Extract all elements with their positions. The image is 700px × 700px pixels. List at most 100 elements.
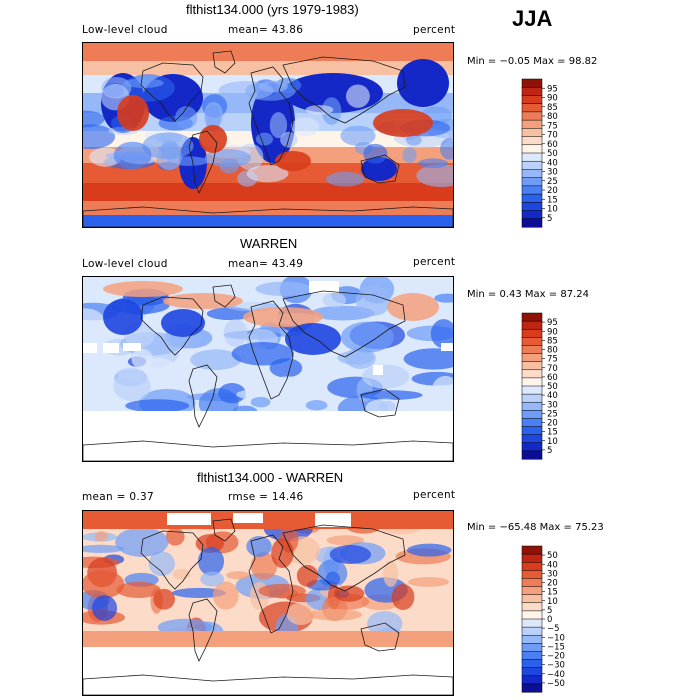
colorbar-tick-label: 85 <box>547 336 558 346</box>
colorbar-swatch <box>521 393 543 403</box>
colorbar-swatch <box>521 160 543 170</box>
colorbar-swatch <box>521 610 543 620</box>
colorbar-swatch <box>521 667 543 677</box>
colorbar-tick-label: 40 <box>547 560 558 570</box>
panel-3-units: percent <box>413 489 456 501</box>
colorbar-tick-label: 40 <box>547 391 558 401</box>
colorbar-tick-label: 50 <box>547 149 558 159</box>
panel-3-title: flthist134.000 - WARREN <box>197 470 344 485</box>
panel-2-variable: Low-level cloud <box>82 258 168 270</box>
colorbar-swatch <box>521 144 543 154</box>
colorbar-swatch <box>521 86 543 96</box>
colorbar-tick-label: 0 <box>547 615 552 625</box>
colorbar-swatch <box>521 594 543 604</box>
colorbar-tick-label: −15 <box>547 642 565 652</box>
colorbar-swatch <box>521 410 543 419</box>
colorbar-tick-label: 20 <box>547 419 558 429</box>
colorbar-swatch <box>521 353 543 363</box>
colorbar-tick-label: 70 <box>547 364 558 374</box>
panel-3-stats: Min = −65.48 Max = 75.23 <box>467 522 604 533</box>
colorbar-tick-label: −20 <box>547 652 565 662</box>
colorbar-tick-label: 25 <box>547 409 558 419</box>
colorbar-swatch <box>521 328 543 338</box>
panel-2-colorbar: 95 90 85 80 75 70 60 50 40 30 25 20 15 10 5 <box>520 312 580 460</box>
colorbar-tick-label: 5 <box>547 446 552 456</box>
colorbar-tick-label: −10 <box>547 633 565 643</box>
colorbar-swatch <box>521 320 543 330</box>
panel-1-title: flthist134.000 (yrs 1979-1983) <box>186 2 359 17</box>
colorbar-swatch <box>521 602 543 612</box>
colorbar-swatch <box>521 169 543 179</box>
colorbar-tick-label: 90 <box>547 327 558 337</box>
colorbar-swatch <box>521 442 543 452</box>
colorbar-swatch <box>521 136 543 146</box>
colorbar-swatch <box>521 401 543 411</box>
colorbar-tick-label: 90 <box>547 94 558 104</box>
panel-1-colorbar: 95 90 85 80 75 70 60 50 40 30 25 20 15 10 5 <box>520 78 580 228</box>
colorbar-tick-label: 95 <box>547 84 558 94</box>
colorbar-swatch <box>521 659 543 669</box>
panel-2-stats: Min = 0.43 Max = 87.24 <box>467 289 589 300</box>
colorbar-tick-label: −5 <box>547 624 560 634</box>
colorbar-tick-label: 10 <box>547 597 558 607</box>
colorbar-swatch <box>521 152 543 162</box>
colorbar-swatch <box>521 361 543 371</box>
colorbar-swatch <box>521 177 543 187</box>
colorbar-swatch <box>521 103 543 113</box>
colorbar-tick-label: 60 <box>547 140 558 150</box>
colorbar-tick-label: 70 <box>547 131 558 141</box>
colorbar-tick-label: 50 <box>547 551 558 561</box>
colorbar-tick-label: 25 <box>547 177 558 187</box>
colorbar-swatch <box>521 385 543 395</box>
colorbar-swatch <box>521 626 543 636</box>
colorbar-swatch <box>521 202 543 212</box>
colorbar-swatch <box>521 78 543 88</box>
colorbar-swatch <box>521 312 543 322</box>
colorbar-swatch <box>521 561 543 571</box>
colorbar-swatch <box>521 210 543 220</box>
colorbar-tick-label: 5 <box>547 214 552 224</box>
panel-2-mean: mean= 43.49 <box>228 258 304 270</box>
colorbar-tick-label: 15 <box>547 195 558 205</box>
colorbar-tick-label: 60 <box>547 373 558 383</box>
panel-2-map <box>82 276 454 462</box>
colorbar-swatch <box>521 683 543 693</box>
panel-1-stats: Min = −0.05 Max = 98.82 <box>467 56 598 67</box>
panel-1-units: percent <box>413 24 456 36</box>
season-label: JJA <box>512 6 553 31</box>
colorbar-tick-label: 95 <box>547 318 558 328</box>
colorbar-swatch <box>521 553 543 563</box>
colorbar-tick-label: −40 <box>547 670 565 680</box>
colorbar-tick-label: 20 <box>547 186 558 196</box>
panel-2-units: percent <box>413 256 456 268</box>
colorbar-swatch <box>521 643 543 652</box>
colorbar-swatch <box>521 545 543 555</box>
colorbar-tick-label: 40 <box>547 158 558 168</box>
colorbar-tick-label: 15 <box>547 588 558 598</box>
panel-1-map <box>82 42 454 228</box>
colorbar-swatch <box>521 634 543 644</box>
panel-3-rmse: rmse = 14.46 <box>228 491 304 503</box>
colorbar-swatch <box>521 128 543 138</box>
colorbar-swatch <box>521 345 543 355</box>
colorbar-tick-label: 10 <box>547 437 558 447</box>
colorbar-tick-label: 80 <box>547 112 558 122</box>
colorbar-swatch <box>521 193 543 203</box>
colorbar-swatch <box>521 95 543 105</box>
panel-3-mean: mean = 0.37 <box>82 491 154 503</box>
colorbar-swatch <box>521 111 543 121</box>
colorbar-swatch <box>521 119 543 129</box>
colorbar-tick-label: 80 <box>547 346 558 356</box>
colorbar-swatch <box>521 434 543 444</box>
colorbar-tick-label: 75 <box>547 355 558 365</box>
colorbar-tick-label: 5 <box>547 606 552 616</box>
colorbar-swatch <box>521 570 543 579</box>
colorbar-tick-label: 10 <box>547 205 558 215</box>
panel-1-mean: mean= 43.86 <box>228 24 304 36</box>
colorbar-swatch <box>521 651 543 661</box>
colorbar-tick-label: 20 <box>547 579 558 589</box>
colorbar-tick-label: 30 <box>547 569 558 579</box>
colorbar-tick-label: −30 <box>547 661 565 671</box>
colorbar-tick-label: 50 <box>547 382 558 392</box>
colorbar-swatch <box>521 586 543 596</box>
